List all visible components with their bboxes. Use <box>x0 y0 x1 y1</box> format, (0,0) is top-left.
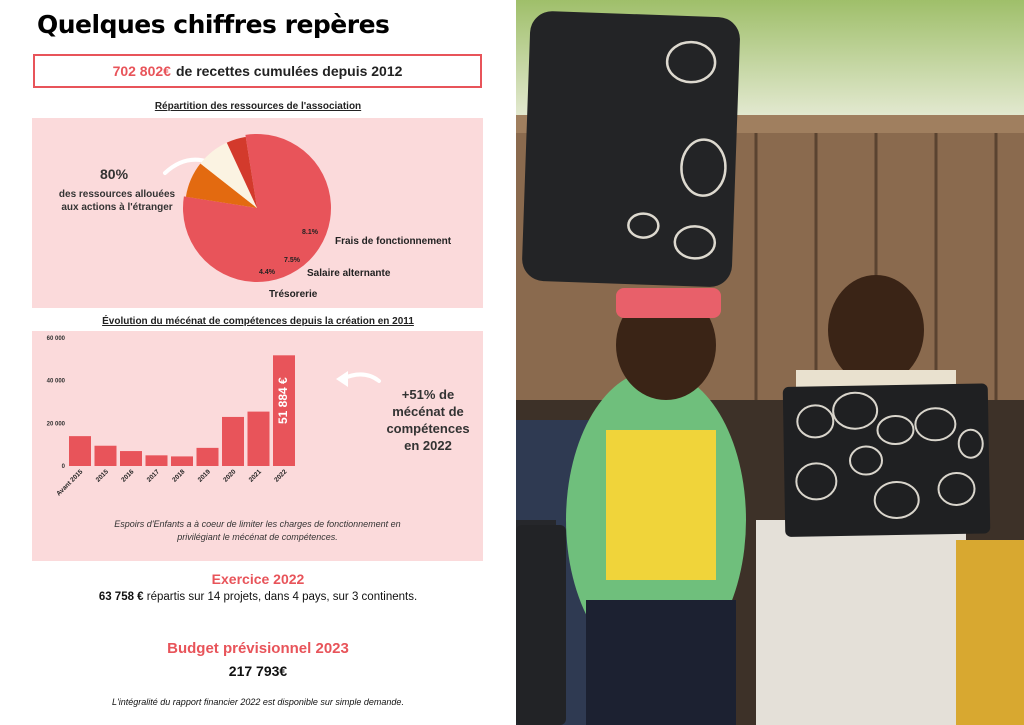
bar-panel: 0 20 000 40 000 60 000 Avant 2015 2015 2016 201… <box>32 331 483 561</box>
bar-2022 <box>273 355 295 466</box>
callout-arrow-head-icon <box>336 371 348 387</box>
x-tick-label: 2020 <box>222 468 237 483</box>
bar-note-line-2: privilégiant le mécénat de compétences. <box>177 532 338 542</box>
bar-callout-line-1: +51% de <box>401 387 455 402</box>
y-tick-label: 60 000 <box>47 336 66 342</box>
pie-label-frais: Frais de fonctionnement <box>335 236 452 247</box>
pie-pct-tresorerie: 4.4% <box>259 269 275 276</box>
bar-2017 <box>145 455 168 466</box>
bar-2019 <box>196 447 219 466</box>
pie-panel: 80% des ressources allouées aux actions … <box>32 118 483 308</box>
x-tick-label: 2017 <box>146 468 161 483</box>
pie-annotation-value: 80% <box>100 166 129 182</box>
pie-pct-frais: 8.1% <box>302 229 318 236</box>
bar-2016 <box>120 451 142 466</box>
bar-2015 <box>94 445 117 466</box>
total-receipts-text: de recettes cumulées depuis 2012 <box>175 63 403 79</box>
bar-callout-line-3: compétences <box>386 421 470 436</box>
bar-callout-line-4: en 2022 <box>404 438 452 453</box>
pie-label-tresorerie: Trésorerie <box>269 289 318 300</box>
page-title: Quelques chiffres repères <box>37 10 390 39</box>
pie-label-salaire: Salaire alternante <box>307 268 391 279</box>
bar-2021 <box>247 411 270 466</box>
exercice-text: répartis sur 14 projets, dans 4 pays, su… <box>146 591 418 603</box>
pie-annotation-line-1: des ressources allouées <box>58 189 176 200</box>
footer-note: L'intégralité du rapport financier 2022 … <box>112 697 404 707</box>
x-tick-label: 2016 <box>120 468 135 483</box>
y-tick-label: 40 000 <box>47 379 66 385</box>
exercice-line: 63 758 € répartis sur 14 projets, dans 4… <box>0 591 516 603</box>
x-tick-label: 2021 <box>248 468 263 483</box>
x-tick-label: 2022 <box>273 468 288 483</box>
bar-callout: +51% de mécénat de compétences en 2022 <box>368 386 488 454</box>
total-receipts-amount: 702 802€ <box>112 63 171 79</box>
bar-section-title: Évolution du mécénat de compétences depu… <box>102 316 414 327</box>
bar-2020 <box>222 416 244 466</box>
x-tick-label: Avant 2015 <box>55 468 84 497</box>
bar-data-label: 51 884 € <box>276 377 290 424</box>
budget-title: Budget prévisionnel 2023 <box>167 640 349 657</box>
pie-annotation-text: des ressources allouées aux actions à l'… <box>42 188 192 214</box>
bar-group: 0 20 000 40 000 60 000 Avant 2015 2015 2016 201… <box>47 336 295 498</box>
x-tick-label: 2018 <box>171 468 186 483</box>
exercice-amount: 63 758 € <box>98 591 144 603</box>
bar-note-line-1: Espoirs d'Enfants a à coeur de limiter l… <box>114 519 401 529</box>
total-receipts-box: 702 802€ de recettes cumulées depuis 201… <box>33 54 482 88</box>
y-tick-label: 0 <box>62 464 66 470</box>
y-tick-label: 20 000 <box>47 421 66 427</box>
bar-2018 <box>171 456 193 466</box>
x-tick-label: 2019 <box>197 468 212 483</box>
pie-slice-1 <box>185 163 257 208</box>
x-tick-label: 2015 <box>95 468 110 483</box>
exercice-title: Exercice 2022 <box>211 571 305 587</box>
bar-note: Espoirs d'Enfants a à coeur de limiter l… <box>32 518 483 544</box>
pie-slices <box>182 134 331 282</box>
pie-pct-salaire: 7.5% <box>284 257 300 264</box>
pie-slice-2 <box>200 142 257 208</box>
pie-section-title: Répartition des ressources de l'associat… <box>154 101 362 112</box>
pie-chart <box>163 134 331 282</box>
left-panel: Quelques chiffres repères 702 802€ de re… <box>0 10 516 707</box>
children-photo <box>516 0 1024 725</box>
budget-amount: 217 793€ <box>228 663 288 679</box>
bar-chart: 0 20 000 40 000 60 000 Avant 2015 2015 2016 201… <box>47 336 381 498</box>
pie-annotation-line-2: aux actions à l'étranger <box>61 202 173 213</box>
pie-slice-3 <box>226 136 257 208</box>
bar-callout-line-2: mécénat de <box>392 404 464 419</box>
photo-illustration <box>516 0 1024 725</box>
bar-avant-2015 <box>69 436 91 466</box>
